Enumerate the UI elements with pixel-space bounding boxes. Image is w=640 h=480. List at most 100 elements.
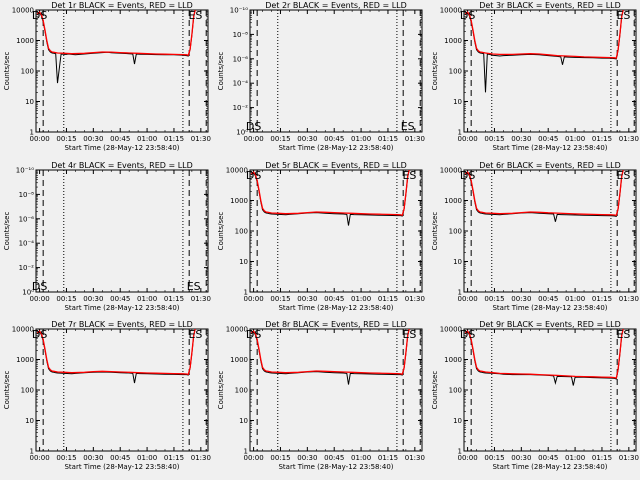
y-tick-label: 10⁰ (236, 129, 248, 137)
x-tick-label: 00:00 (29, 135, 49, 143)
events-series-line (37, 329, 196, 384)
x-tick-label: 00:30 (83, 454, 103, 462)
x-axis-label: Start Time (28-May-12 23:58:40) (492, 304, 607, 312)
chart-title: Det 7r BLACK = Events, RED = LLD (51, 320, 193, 329)
y-tick-label: 10⁻⁸ (19, 191, 35, 199)
plot-frame (35, 328, 209, 452)
y-tick-label: 10⁰ (22, 289, 34, 297)
plot-frame (35, 169, 209, 293)
x-tick-label: 01:15 (164, 295, 184, 303)
y-tick-label: 1 (30, 448, 34, 456)
annotation-es: ES (402, 328, 416, 341)
x-tick-label: 00:00 (29, 295, 49, 303)
chart-panel-1: Det 1r BLACK = Events, RED = LLD 1 10 100 10… (3, 1, 211, 152)
y-tick-label: 10⁻⁶ (233, 55, 249, 63)
x-tick-label: 00:30 (511, 135, 531, 143)
x-tick-label: 00:15 (56, 135, 76, 143)
x-axis-label: Start Time (28-May-12 23:58:40) (64, 463, 179, 471)
y-tick-label: 1000 (444, 37, 462, 45)
x-tick-label: 00:15 (270, 295, 290, 303)
x-tick-label: 00:30 (297, 135, 317, 143)
x-tick-label: 00:45 (324, 295, 344, 303)
annotation-es: ES (187, 280, 201, 293)
chart-title: Det 1r BLACK = Events, RED = LLD (51, 1, 193, 10)
annotation-es: ES (616, 328, 630, 341)
chart-panel-9: Det 9r BLACK = Events, RED = LLD 1 10 100 10… (431, 320, 639, 471)
y-tick-label: 100 (449, 228, 462, 236)
plot-frame (249, 328, 423, 452)
annotation-ds: DS (246, 328, 261, 341)
x-tick-label: 01:15 (164, 454, 184, 462)
x-tick-label: 01:30 (191, 135, 211, 143)
x-tick-label: 01:30 (619, 454, 639, 462)
y-tick-label: 10000 (226, 326, 248, 334)
x-tick-label: 00:45 (324, 454, 344, 462)
x-tick-label: 00:45 (538, 135, 558, 143)
y-tick-label: 10⁻⁶ (19, 215, 35, 223)
x-axis-label: Start Time (28-May-12 23:58:40) (64, 304, 179, 312)
x-tick-label: 00:30 (297, 454, 317, 462)
plot-frame (35, 9, 209, 133)
x-axis-label: Start Time (28-May-12 23:58:40) (278, 144, 393, 152)
chart-title: Det 3r BLACK = Events, RED = LLD (479, 1, 621, 10)
x-tick-label: 00:45 (538, 454, 558, 462)
y-tick-label: 100 (449, 387, 462, 395)
x-tick-label: 01:15 (378, 454, 398, 462)
y-tick-label: 100 (449, 68, 462, 76)
y-tick-label: 10 (239, 258, 248, 266)
x-tick-label: 01:30 (405, 135, 425, 143)
y-tick-label: 10 (453, 258, 462, 266)
y-tick-label: 1 (458, 289, 462, 297)
x-tick-label: 00:00 (29, 454, 49, 462)
x-tick-label: 01:00 (565, 454, 585, 462)
y-axis-label: Counts/sec (217, 371, 225, 410)
x-tick-label: 00:45 (110, 135, 130, 143)
y-tick-label: 10⁻⁴ (233, 80, 249, 88)
chart-title: Det 8r BLACK = Events, RED = LLD (265, 320, 407, 329)
chart-title: Det 4r BLACK = Events, RED = LLD (51, 161, 193, 170)
annotation-ds: DS (32, 9, 47, 22)
y-axis-label: Counts/sec (3, 212, 11, 251)
x-tick-label: 01:15 (378, 135, 398, 143)
annotation-es: ES (188, 9, 202, 22)
lld-series-line (464, 170, 624, 217)
x-tick-label: 00:15 (270, 454, 290, 462)
x-axis-label: Start Time (28-May-12 23:58:40) (64, 144, 179, 152)
x-tick-label: 00:00 (457, 295, 477, 303)
x-tick-label: 00:30 (83, 135, 103, 143)
lld-series-line (36, 10, 196, 56)
x-tick-label: 01:15 (592, 454, 612, 462)
y-tick-label: 1000 (444, 356, 462, 364)
y-tick-label: 1000 (444, 197, 462, 205)
y-tick-label: 10⁻² (19, 264, 35, 272)
x-tick-label: 01:15 (378, 295, 398, 303)
y-tick-label: 10000 (440, 167, 462, 175)
x-tick-label: 00:15 (56, 454, 76, 462)
y-tick-label: 10000 (12, 7, 34, 15)
chart-title: Det 6r BLACK = Events, RED = LLD (479, 161, 621, 170)
x-tick-label: 00:00 (243, 295, 263, 303)
x-tick-label: 01:00 (351, 135, 371, 143)
y-tick-label: 100 (21, 68, 34, 76)
x-tick-label: 01:00 (351, 454, 371, 462)
y-tick-label: 1000 (230, 197, 248, 205)
y-axis-label: Counts/sec (431, 212, 439, 251)
annotation-es: ES (616, 9, 630, 22)
chart-panel-2: Det 2r BLACK = Events, RED = LLD 10⁰ 10⁻² 1… (217, 1, 425, 152)
x-tick-label: 01:30 (405, 454, 425, 462)
y-tick-label: 1 (458, 129, 462, 137)
lld-series-line (464, 10, 624, 59)
x-tick-label: 01:15 (164, 135, 184, 143)
x-tick-label: 01:30 (191, 454, 211, 462)
y-tick-label: 10 (25, 417, 34, 425)
x-tick-label: 00:15 (484, 295, 504, 303)
chart-title: Det 5r BLACK = Events, RED = LLD (265, 161, 407, 170)
x-tick-label: 00:15 (56, 295, 76, 303)
y-tick-label: 100 (235, 387, 248, 395)
x-tick-label: 01:00 (565, 295, 585, 303)
x-tick-label: 01:30 (619, 135, 639, 143)
chart-panel-8: Det 8r BLACK = Events, RED = LLD 1 10 100 10… (217, 320, 425, 471)
annotation-es: ES (188, 328, 202, 341)
x-tick-label: 00:00 (457, 454, 477, 462)
lld-series-line (36, 329, 196, 376)
